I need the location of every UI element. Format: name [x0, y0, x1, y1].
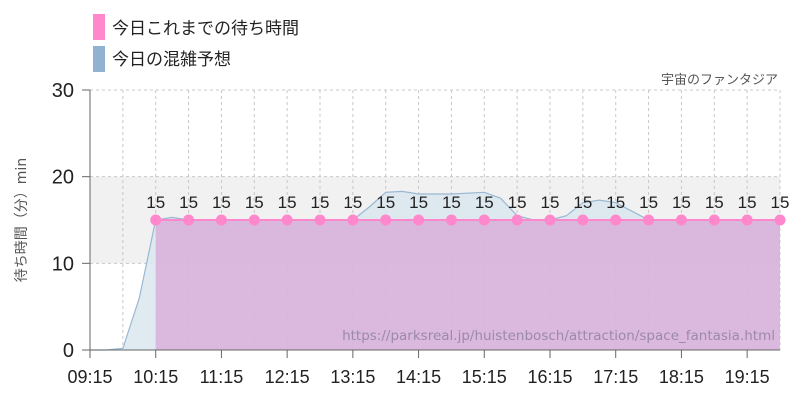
data-point [511, 214, 523, 226]
data-point [708, 214, 720, 226]
data-label: 15 [245, 193, 264, 212]
y-tick-label: 30 [52, 80, 74, 102]
data-label: 15 [278, 193, 297, 212]
data-point [314, 214, 326, 226]
data-point [741, 214, 753, 226]
data-point [478, 214, 490, 226]
data-label: 15 [475, 193, 494, 212]
series-area-waittime [155, 220, 780, 350]
x-tick-label: 10:15 [133, 367, 178, 387]
legend: 今日これまでの待ち時間 今日の混雑予想 [93, 14, 299, 72]
x-tick-label: 18:15 [659, 367, 704, 387]
x-tick-label: 12:15 [265, 367, 310, 387]
data-point [675, 214, 687, 226]
legend-swatch-waittime [93, 14, 105, 40]
data-label: 15 [639, 193, 658, 212]
data-point [610, 214, 622, 226]
data-label: 15 [212, 193, 231, 212]
x-tick-label: 13:15 [330, 367, 375, 387]
data-label: 15 [409, 193, 428, 212]
legend-label-forecast: 今日の混雑予想 [112, 50, 231, 70]
data-label: 15 [705, 193, 724, 212]
y-tick-label: 0 [63, 340, 74, 362]
data-point [150, 214, 162, 226]
data-label: 15 [771, 193, 790, 212]
data-point [281, 214, 293, 226]
data-label: 15 [146, 193, 165, 212]
axes [89, 90, 780, 351]
data-point [347, 214, 359, 226]
data-point [445, 214, 457, 226]
data-label: 15 [343, 193, 362, 212]
data-point [380, 214, 392, 226]
legend-swatch-forecast [93, 46, 105, 72]
x-tick-labels: 09:15 10:15 11:15 12:15 13:15 14:15 15:15 16:15… [67, 350, 770, 387]
data-point [577, 214, 589, 226]
attraction-name: 宇宙のファンタジア [661, 73, 778, 88]
data-points [150, 214, 786, 226]
data-label: 15 [508, 193, 527, 212]
x-tick-label: 14:15 [396, 367, 441, 387]
x-tick-label: 09:15 [67, 367, 112, 387]
data-label: 15 [672, 193, 691, 212]
data-point [413, 214, 425, 226]
x-tick-label: 17:15 [593, 367, 638, 387]
source-url: https://parksreal.jp/huistenbosch/attrac… [342, 328, 775, 344]
data-point [183, 214, 195, 226]
y-tick-labels: 0 10 20 30 [52, 80, 90, 362]
data-label: 15 [442, 193, 461, 212]
x-tick-label: 19:15 [725, 367, 770, 387]
data-label: 15 [738, 193, 757, 212]
data-label: 15 [376, 193, 395, 212]
data-label: 15 [311, 193, 330, 212]
data-point [215, 214, 227, 226]
y-tick-label: 10 [52, 253, 74, 275]
data-point [774, 214, 786, 226]
series-line-forecast [90, 190, 780, 351]
data-labels: 15 15 15 15 15 15 15 15 15 15 15 15 15 15 15 15 15 15 15 15 [146, 193, 789, 212]
x-tick-label: 15:15 [462, 367, 507, 387]
data-label: 15 [573, 193, 592, 212]
y-axis-label: 待ち時間（分）min [14, 158, 30, 282]
x-tick-label: 11:15 [200, 367, 244, 387]
data-label: 15 [179, 193, 198, 212]
y-tick-label: 20 [52, 167, 74, 189]
data-point [544, 214, 556, 226]
data-point [643, 214, 655, 226]
legend-label-waittime: 今日これまでの待ち時間 [112, 19, 299, 39]
data-label: 15 [606, 193, 625, 212]
data-point [248, 214, 260, 226]
x-tick-label: 16:15 [527, 367, 572, 387]
data-label: 15 [541, 193, 560, 212]
